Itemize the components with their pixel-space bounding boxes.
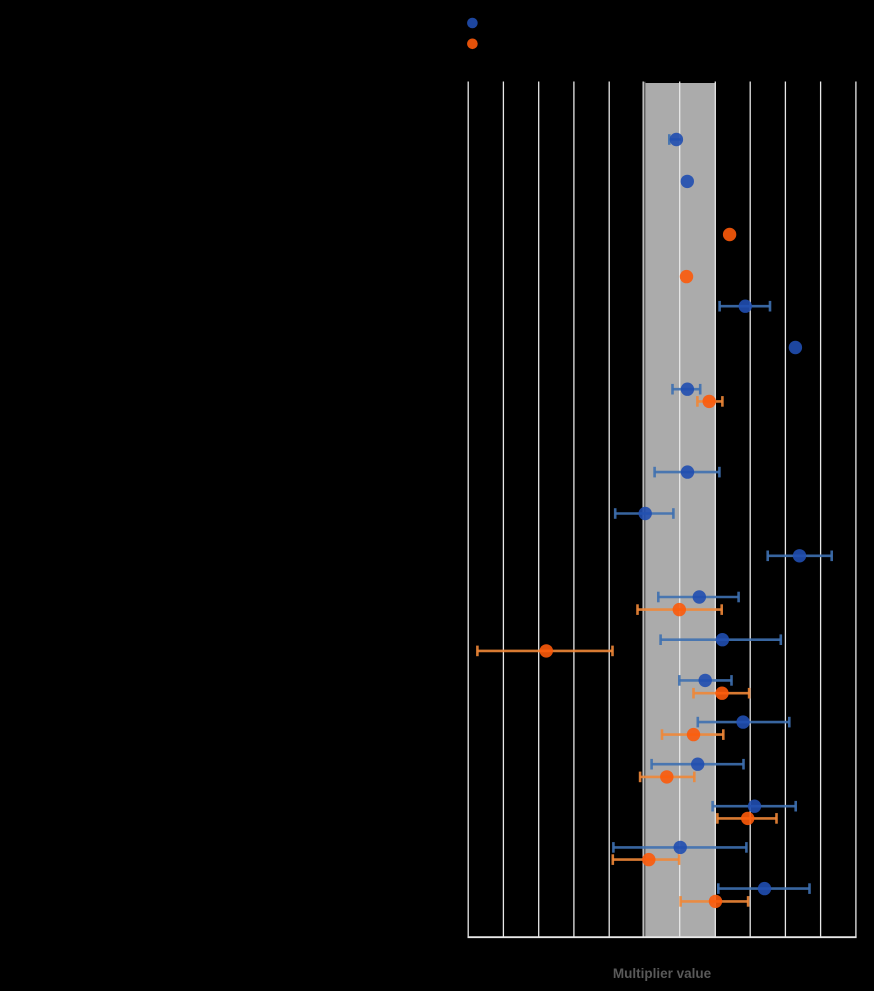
svg-text:Multiplier value: Multiplier value <box>613 966 712 981</box>
